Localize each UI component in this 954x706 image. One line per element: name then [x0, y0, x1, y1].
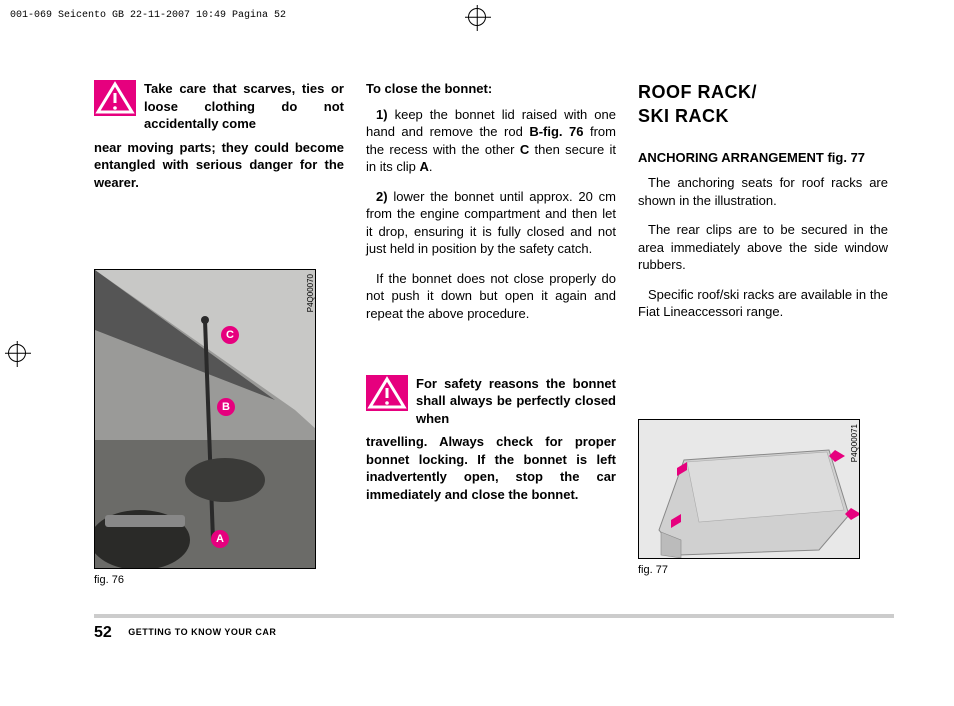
step-2-number: 2): [376, 189, 388, 204]
warning-text-2a: For safety reasons the bonnet shall alwa…: [416, 375, 616, 428]
anchoring-p2-text: The rear clips are to be secured in the …: [638, 222, 888, 272]
close-bonnet-note-text: If the bonnet does not close properly do…: [366, 271, 616, 321]
page-footer: 52 GETTING TO KNOW YOUR CAR: [94, 614, 894, 642]
warning-text-2b: travelling. Always check for proper bonn…: [366, 433, 616, 503]
step-1-ref-a: A: [419, 159, 428, 174]
anchoring-p2: The rear clips are to be secured in the …: [638, 221, 888, 274]
warning-box-2: For safety reasons the bonnet shall alwa…: [366, 375, 616, 428]
column-3: ROOF RACK/ SKI RACK ANCHORING ARRANGEMEN…: [638, 80, 888, 646]
step-2-text: lower the bonnet until approx. 20 cm fro…: [366, 189, 616, 257]
figure-77-image: P4Q00071: [638, 419, 860, 559]
close-bonnet-note: If the bonnet does not close properly do…: [366, 270, 616, 323]
column-2: To close the bonnet: 1) keep the bonnet …: [366, 80, 616, 646]
close-bonnet-heading: To close the bonnet:: [366, 80, 616, 98]
figure-76-caption: fig. 76: [94, 573, 344, 588]
crop-header-text: 001-069 Seicento GB 22-11-2007 10:49 Pag…: [10, 10, 286, 21]
manual-page: 001-069 Seicento GB 22-11-2007 10:49 Pag…: [0, 0, 954, 706]
warning-icon: [94, 80, 136, 116]
footer-section: GETTING TO KNOW YOUR CAR: [128, 627, 276, 637]
warning-text-1a: Take care that scarves, ties or loose cl…: [144, 80, 344, 133]
page-number: 52: [94, 624, 112, 642]
step-1-number: 1): [376, 107, 388, 122]
anchoring-subheading: ANCHORING ARRANGEMENT fig. 77: [638, 149, 888, 167]
step-1-ref-b: B-fig. 76: [529, 124, 583, 139]
anchoring-p1: The anchoring seats for roof racks are s…: [638, 174, 888, 209]
warning-icon: [366, 375, 408, 411]
title-line-2: SKI RACK: [638, 106, 729, 126]
figure-76-image: C B A P4Q00070: [94, 269, 316, 569]
content-area: Take care that scarves, ties or loose cl…: [94, 80, 894, 646]
warning-text-1b: near moving parts; they could become ent…: [94, 139, 344, 192]
figure-77: P4Q00071 fig. 77: [638, 419, 888, 578]
figure-77-code: P4Q00071: [850, 424, 860, 462]
anchoring-p3: Specific roof/ski racks are available in…: [638, 286, 888, 321]
figure-76-code: P4Q00070: [306, 274, 316, 312]
anchoring-p3-text: Specific roof/ski racks are available in…: [638, 287, 888, 320]
step-1-period: .: [429, 159, 433, 174]
figure-76: C B A P4Q00070 fig. 76: [94, 269, 344, 588]
close-bonnet-step-2: 2) lower the bonnet until approx. 20 cm …: [366, 188, 616, 258]
footer-rule: [94, 614, 894, 618]
roof-anchor-illustration: [639, 420, 860, 559]
title-line-1: ROOF RACK/: [638, 82, 757, 102]
step-1-ref-c: C: [520, 142, 529, 157]
close-bonnet-step-1: 1) keep the bonnet lid raised with one h…: [366, 106, 616, 176]
crop-mark-left: [8, 344, 26, 362]
roof-rack-title: ROOF RACK/ SKI RACK: [638, 80, 888, 129]
crop-mark-top: [468, 8, 486, 26]
anchoring-p1-text: The anchoring seats for roof racks are s…: [638, 175, 888, 208]
bonnet-rod-illustration: [95, 270, 316, 569]
figure-77-caption: fig. 77: [638, 563, 888, 578]
column-1: Take care that scarves, ties or loose cl…: [94, 80, 344, 646]
warning-box-1: Take care that scarves, ties or loose cl…: [94, 80, 344, 133]
